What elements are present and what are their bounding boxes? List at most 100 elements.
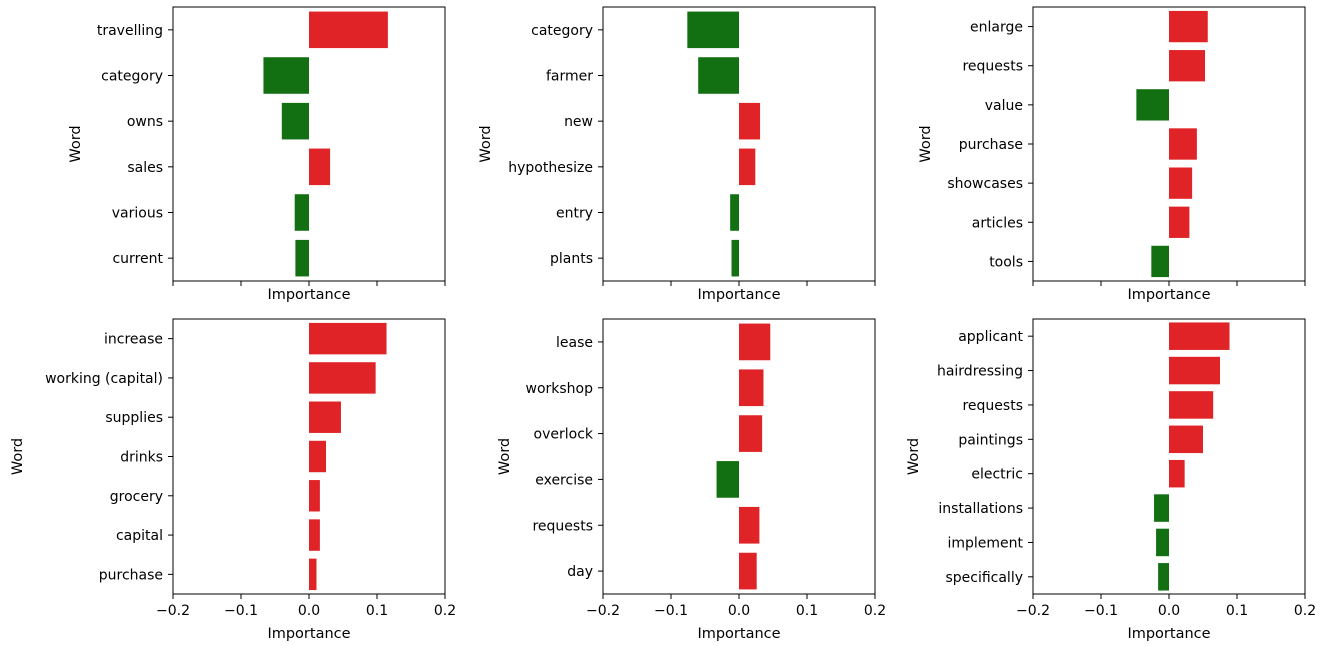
bar-new bbox=[739, 102, 761, 140]
bar-farmer bbox=[698, 57, 739, 94]
y-tick-label: plants bbox=[550, 251, 593, 267]
chart-panel-1: travelling category owns sales various curren… bbox=[68, 6, 446, 303]
bar-tools bbox=[1151, 245, 1169, 278]
bar-articles bbox=[1169, 206, 1190, 238]
x-tick-label: 0.1 bbox=[1226, 603, 1248, 619]
y-tick-label: exercise bbox=[535, 472, 593, 488]
y-tick-label: hypothesize bbox=[508, 160, 593, 176]
x-tick-label: 0.2 bbox=[1294, 603, 1316, 619]
y-tick-label: current bbox=[112, 251, 163, 267]
y-tick-label: value bbox=[985, 98, 1023, 114]
y-tick-label: capital bbox=[116, 528, 163, 544]
y-tick-label: showcases bbox=[947, 176, 1023, 192]
bar-requests bbox=[1169, 391, 1214, 419]
y-tick-label: new bbox=[564, 114, 593, 130]
bar-exercise bbox=[716, 461, 739, 498]
bar-category bbox=[263, 57, 309, 94]
x-tick-label: −0.1 bbox=[654, 603, 688, 619]
x-axis-label: Importance bbox=[1127, 287, 1210, 303]
bar-electric bbox=[1169, 459, 1185, 488]
x-tick-label: −0.2 bbox=[1016, 603, 1050, 619]
y-tick-label: requests bbox=[962, 398, 1023, 414]
x-tick-label: −0.2 bbox=[156, 603, 190, 619]
y-tick-label: specifically bbox=[945, 570, 1023, 586]
bar-enlarge bbox=[1169, 10, 1208, 43]
bar-overlock bbox=[739, 415, 763, 452]
bar-grocery bbox=[309, 480, 320, 512]
bar-sales bbox=[309, 148, 331, 186]
y-tick-label: category bbox=[101, 69, 163, 85]
y-tick-label: drinks bbox=[120, 450, 163, 466]
y-axis-label: Word bbox=[918, 125, 934, 162]
bar-working-capital- bbox=[309, 362, 376, 394]
chart-panel-4: increase working (capital) supplies drinks g… bbox=[10, 318, 456, 642]
y-tick-label: purchase bbox=[959, 137, 1023, 153]
x-tick-label: −0.1 bbox=[1084, 603, 1118, 619]
bar-showcases bbox=[1169, 167, 1193, 199]
x-tick-label: 0.1 bbox=[796, 603, 818, 619]
bar-capital bbox=[309, 519, 320, 551]
bar-value bbox=[1136, 89, 1169, 121]
y-tick-label: enlarge bbox=[970, 20, 1023, 36]
x-axis-label: Importance bbox=[267, 287, 350, 303]
bar-category bbox=[687, 11, 739, 49]
y-tick-label: lease bbox=[556, 335, 593, 351]
bar-day bbox=[739, 552, 757, 590]
y-tick-label: entry bbox=[556, 206, 593, 222]
x-axis-label: Importance bbox=[267, 626, 350, 642]
y-axis-label: Word bbox=[478, 125, 494, 162]
y-tick-label: travelling bbox=[97, 23, 163, 39]
y-axis-label: Word bbox=[68, 125, 84, 162]
bar-drinks bbox=[309, 440, 326, 473]
chart-panel-5: lease workshop overlock exercise requests day… bbox=[497, 318, 886, 642]
y-tick-label: workshop bbox=[526, 381, 594, 397]
y-tick-label: farmer bbox=[546, 69, 593, 85]
y-tick-label: purchase bbox=[99, 567, 163, 583]
bar-hairdressing bbox=[1169, 356, 1220, 385]
y-tick-label: working (capital) bbox=[45, 371, 163, 387]
bar-plants bbox=[731, 239, 739, 277]
bar-requests bbox=[739, 506, 760, 544]
y-tick-label: overlock bbox=[534, 427, 594, 443]
y-tick-label: articles bbox=[972, 215, 1023, 231]
x-tick-label: −0.2 bbox=[586, 603, 620, 619]
y-tick-label: grocery bbox=[110, 489, 163, 505]
chart-panel-3: enlarge requests value purchase showcases art… bbox=[918, 6, 1306, 303]
y-axis-label: Word bbox=[10, 438, 26, 475]
y-tick-label: increase bbox=[104, 332, 163, 348]
x-tick-label: 0.2 bbox=[864, 603, 886, 619]
x-tick-label: 0.0 bbox=[728, 603, 750, 619]
x-tick-label: 0.2 bbox=[434, 603, 456, 619]
x-axis-label: Importance bbox=[1127, 626, 1210, 642]
bar-applicant bbox=[1169, 322, 1230, 350]
y-tick-label: requests bbox=[532, 518, 593, 534]
y-axis-label: Word bbox=[906, 438, 922, 475]
y-tick-label: requests bbox=[962, 59, 1023, 75]
x-axis-label: Importance bbox=[697, 287, 780, 303]
y-tick-label: tools bbox=[989, 254, 1023, 270]
bar-entry bbox=[730, 194, 739, 231]
y-axis-label: Word bbox=[497, 438, 513, 475]
y-tick-label: various bbox=[112, 206, 163, 222]
bar-current bbox=[295, 239, 309, 277]
y-tick-label: hairdressing bbox=[937, 364, 1023, 380]
chart-panel-6: applicant hairdressing requests paintings el… bbox=[906, 318, 1316, 642]
bar-installations bbox=[1154, 494, 1169, 522]
bar-implement bbox=[1156, 528, 1169, 557]
y-tick-label: installations bbox=[938, 501, 1023, 517]
bar-purchase bbox=[1169, 128, 1197, 160]
x-axis-label: Importance bbox=[697, 626, 780, 642]
bar-travelling bbox=[309, 11, 388, 49]
y-tick-label: owns bbox=[127, 114, 163, 130]
x-tick-label: 0.0 bbox=[298, 603, 320, 619]
y-tick-label: sales bbox=[127, 160, 163, 176]
y-tick-label: category bbox=[531, 23, 593, 39]
y-tick-label: applicant bbox=[958, 329, 1023, 345]
bar-various bbox=[294, 194, 309, 231]
bar-specifically bbox=[1158, 563, 1169, 591]
x-tick-label: 0.1 bbox=[366, 603, 388, 619]
bar-owns bbox=[281, 102, 309, 140]
bar-supplies bbox=[309, 401, 341, 433]
y-tick-label: paintings bbox=[958, 432, 1023, 448]
y-tick-label: electric bbox=[971, 467, 1023, 483]
